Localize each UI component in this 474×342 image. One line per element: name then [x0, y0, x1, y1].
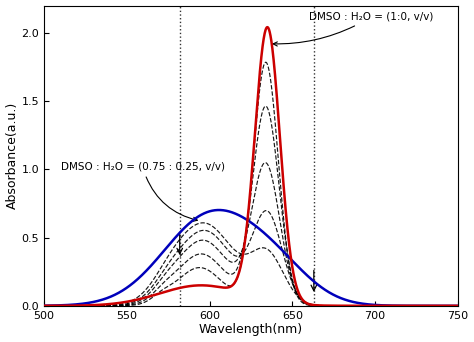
Text: DMSO : H₂O = (0.75 : 0.25, v/v): DMSO : H₂O = (0.75 : 0.25, v/v) — [61, 162, 225, 221]
X-axis label: Wavelength(nm): Wavelength(nm) — [199, 324, 303, 337]
Y-axis label: Absorbance(a.u.): Absorbance(a.u.) — [6, 102, 18, 209]
Text: DMSO : H₂O = (1:0, v/v): DMSO : H₂O = (1:0, v/v) — [273, 12, 433, 46]
